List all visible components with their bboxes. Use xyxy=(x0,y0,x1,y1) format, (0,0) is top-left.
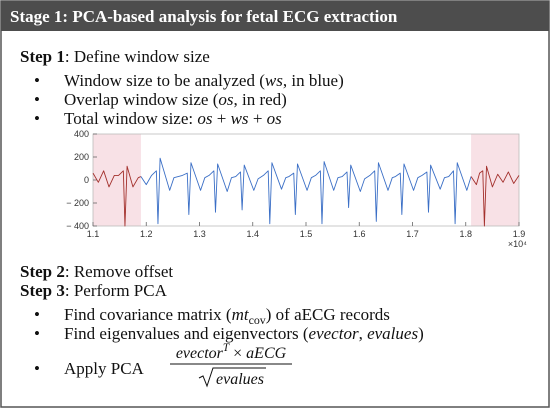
step3: Step 3: Perform PCA xyxy=(20,281,168,300)
sqrt-sign xyxy=(198,367,266,388)
step2: Step 2: Remove offset xyxy=(20,262,173,281)
rich-text: Find eigenvalues and eigenvectors (evect… xyxy=(64,324,424,343)
step1: Step 1: Define window size xyxy=(20,47,210,66)
text-part: Total window size: xyxy=(64,109,197,128)
text-part: os xyxy=(267,109,283,128)
text-part: evector xyxy=(309,324,359,343)
y-tick-label: − 400 xyxy=(66,221,89,231)
text-part: + xyxy=(249,109,267,128)
overlap-band xyxy=(93,134,141,226)
step-text: : Perform PCA xyxy=(65,281,168,300)
bullet: • xyxy=(34,71,40,90)
text-part: × xyxy=(229,345,246,362)
step-text: : Remove offset xyxy=(65,262,174,281)
text-part: evalues xyxy=(216,371,264,388)
rich-text: Overlap window size (os, in red) xyxy=(64,90,287,109)
step-label: Step 1 xyxy=(20,47,65,66)
bullet: • xyxy=(34,305,40,324)
text-part: , xyxy=(359,324,368,343)
text-part: os xyxy=(218,90,234,109)
text-part: , in blue) xyxy=(283,71,344,90)
bullet: • xyxy=(34,90,40,109)
text-part: , in red) xyxy=(234,90,287,109)
x-tick-label: 1.9 xyxy=(513,229,526,239)
header-title: Stage 1: PCA-based analysis for fetal EC… xyxy=(10,7,398,26)
header-bar xyxy=(1,1,549,31)
text-part: os xyxy=(197,109,213,128)
rich-text: Total window size: os + ws + os xyxy=(64,109,282,128)
x-tick-label: 1.4 xyxy=(246,229,259,239)
step-text: : Define window size xyxy=(65,47,210,66)
rich-text: Window size to be analyzed (ws, in blue) xyxy=(64,71,344,90)
text-part: Find eigenvalues and eigenvectors ( xyxy=(64,324,309,343)
ecg-chart: − 400 − 200 0 200 400 1.1 1.2 1.3 1.4 1.5 1.6 1.7 1.… xyxy=(66,129,527,249)
rich-text: evalues xyxy=(216,371,264,388)
ecg-line xyxy=(140,157,472,225)
bullet: • xyxy=(34,324,40,343)
text-part: Window size to be analyzed ( xyxy=(64,71,265,90)
apply-text: Apply PCA xyxy=(64,359,145,378)
x-tick-label: 1.8 xyxy=(459,229,472,239)
ecg-line xyxy=(470,165,520,227)
rich-text: evectorT × aECG xyxy=(176,342,287,362)
text-part: evector xyxy=(176,345,224,362)
x-multiplier: ×10⁴ xyxy=(508,239,527,249)
text-part: ) xyxy=(418,324,424,343)
y-tick-label: 200 xyxy=(74,152,89,162)
x-tick-label: 1.2 xyxy=(140,229,153,239)
text-part: ws xyxy=(265,71,283,90)
text-part: mt xyxy=(232,305,250,324)
text-part: Overlap window size ( xyxy=(64,90,219,109)
text-part: T xyxy=(223,342,230,354)
text-part: aECG xyxy=(246,345,286,362)
text-part: ws xyxy=(231,109,249,128)
step-label: Step 2 xyxy=(20,262,65,281)
rich-text: Find covariance matrix (mtcov) of aECG r… xyxy=(64,305,390,327)
step-label: Step 3 xyxy=(20,281,65,300)
x-tick-label: 1.6 xyxy=(353,229,366,239)
ecg-line xyxy=(92,165,142,227)
x-tick-label: 1.1 xyxy=(87,229,100,239)
x-tick-label: 1.7 xyxy=(406,229,419,239)
x-tick-label: 1.5 xyxy=(300,229,313,239)
bullet: • xyxy=(34,109,40,128)
y-tick-label: 400 xyxy=(74,129,89,139)
text-part: cov xyxy=(249,313,266,327)
text-part: + xyxy=(213,109,231,128)
text-part: evalues xyxy=(367,324,418,343)
y-tick-label: − 200 xyxy=(66,198,89,208)
y-tick-label: 0 xyxy=(84,175,89,185)
bullet: • xyxy=(34,359,40,378)
text-part: ) of aECG records xyxy=(266,305,390,324)
text-part: Find covariance matrix ( xyxy=(64,305,232,324)
text-block: • Window size to be analyzed (ws, in blue… xyxy=(34,71,424,388)
x-tick-label: 1.3 xyxy=(193,229,206,239)
